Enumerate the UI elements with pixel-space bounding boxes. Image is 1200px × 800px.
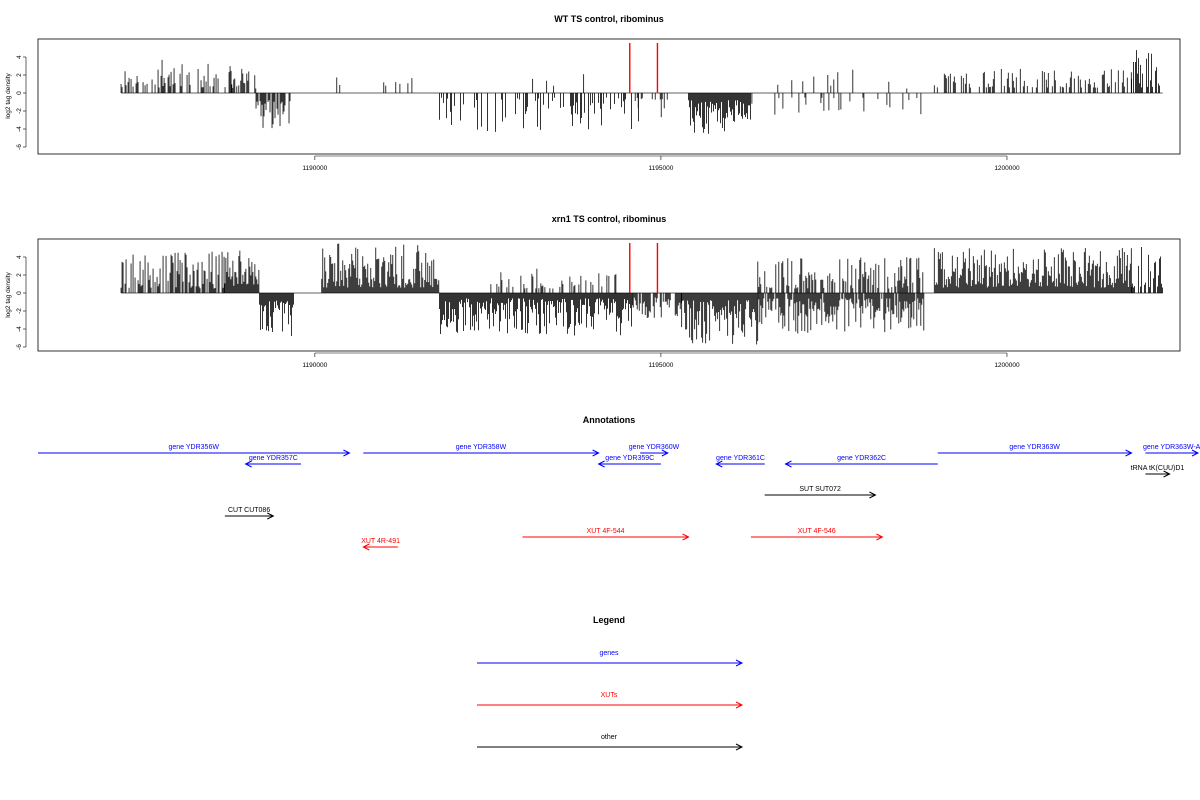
chart-title-xrn1: xrn1 TS control, ribominus <box>552 214 667 224</box>
annotation-gene: gene YDR360W <box>629 444 680 457</box>
annotation-gene: gene YDR359C <box>597 455 661 468</box>
x-tick-label: 1190000 <box>302 362 327 369</box>
annotation-xut: XUT 4R-491 <box>361 538 400 551</box>
legend-item-gene: genes <box>477 650 744 667</box>
x-tick-label: 1195000 <box>648 362 673 369</box>
y-tick-label: -2 <box>16 308 23 314</box>
markers-wt <box>629 43 659 93</box>
y-axis-wt: -6 -4 -2 0 2 4 <box>16 55 27 150</box>
y-tick-label: 4 <box>16 55 23 59</box>
x-tick-label: 1195000 <box>648 165 673 172</box>
legend-item-xut: XUTs <box>477 692 744 709</box>
bars-wt <box>120 50 1163 134</box>
annotation-xut: XUT 4F-544 <box>522 528 690 541</box>
arrowhead-icon <box>1125 449 1133 457</box>
arrowhead-icon <box>735 659 744 667</box>
y-tick-label: 2 <box>16 73 23 77</box>
arrowhead-icon <box>343 449 351 457</box>
y-tick-label: 2 <box>16 273 23 277</box>
legend-panel: Legend genes XUTs other <box>477 615 744 751</box>
annotation-label: XUT 4F-546 <box>798 528 836 535</box>
bars-xrn1 <box>120 243 1163 345</box>
legend-label: XUTs <box>601 692 618 699</box>
annotation-label: gene YDR357C <box>249 455 298 462</box>
annotation-xut: XUT 4F-546 <box>750 528 884 541</box>
arrowhead-icon <box>715 460 723 468</box>
annotation-label: gene YDR363W <box>1009 444 1060 451</box>
annotation-label: gene YDR356W <box>168 444 219 451</box>
annotation-other: SUT SUT072 <box>764 486 877 499</box>
y-tick-label: -6 <box>16 144 23 150</box>
annotation-gene: gene YDR358W <box>363 444 600 457</box>
y-tick-label: 4 <box>16 255 23 259</box>
y-tick-label: -2 <box>16 108 23 114</box>
arrowhead-icon <box>682 533 690 541</box>
arrowhead-icon <box>735 743 744 751</box>
annotation-label: tRNA tK(CUU)D1 <box>1131 465 1185 472</box>
annotation-label: XUT 4F-544 <box>587 528 625 535</box>
annotation-other: tRNA tK(CUU)D1 <box>1131 465 1185 478</box>
arrowhead-icon <box>267 512 275 520</box>
chart-title-wt: WT TS control, ribominus <box>554 14 664 24</box>
x-tick-label: 1190000 <box>302 165 327 172</box>
annotation-label: gene YDR360W <box>629 444 680 451</box>
annotation-label: gene YDR358W <box>456 444 507 451</box>
y-tick-label: 0 <box>16 291 23 295</box>
annotations-title: Annotations <box>583 415 636 425</box>
chart-panel-xrn1: xrn1 TS control, ribominus log2 tag dens… <box>5 214 1181 369</box>
annotation-label: gene YDR361C <box>716 455 765 462</box>
y-tick-label: 0 <box>16 91 23 95</box>
arrowhead-icon <box>244 460 252 468</box>
y-tick-label: -4 <box>16 126 23 132</box>
arrowhead-icon <box>735 701 744 709</box>
markers-xrn1 <box>629 243 659 293</box>
legend-title: Legend <box>593 615 625 625</box>
arrowhead-icon <box>597 460 605 468</box>
annotation-tracks: gene YDR356W gene YDR357C gene YDR358W gene… <box>38 444 1200 551</box>
annotation-gene: gene YDR361C <box>715 455 765 468</box>
annotation-other: CUT CUT086 <box>224 507 275 520</box>
arrowhead-icon <box>876 533 884 541</box>
plot-frame-xrn1 <box>37 238 1181 352</box>
annotation-label: gene YDR363W-A <box>1143 444 1200 451</box>
x-tick-label: 1200000 <box>994 362 1020 369</box>
x-tick-label: 1200000 <box>994 165 1020 172</box>
legend-label: other <box>601 734 618 741</box>
arrowhead-icon <box>1191 449 1200 457</box>
legend-items: genes XUTs other <box>477 650 744 751</box>
x-axis-xrn1: 1190000 1195000 1200000 <box>302 352 1020 369</box>
chart-panel-wt: WT TS control, ribominus log2 tag densit… <box>5 14 1181 172</box>
arrowhead-icon <box>1163 470 1171 478</box>
arrowhead-icon <box>869 491 877 499</box>
legend-label: genes <box>599 650 619 657</box>
annotation-label: gene YDR359C <box>605 455 654 462</box>
annotation-gene: gene YDR357C <box>244 455 302 468</box>
ylabel-wt: log2 tag density <box>5 72 12 118</box>
annotation-label: CUT CUT086 <box>228 507 270 514</box>
annotation-gene: gene YDR363W <box>937 444 1133 457</box>
arrowhead-icon <box>592 449 600 457</box>
annotation-gene: gene YDR362C <box>784 455 938 468</box>
y-tick-label: -4 <box>16 326 23 332</box>
legend-item-other: other <box>477 734 744 751</box>
ylabel-xrn1: log2 tag density <box>5 271 12 317</box>
y-axis-xrn1: -6 -4 -2 0 2 4 <box>16 255 27 350</box>
y-tick-label: -6 <box>16 344 23 350</box>
annotation-gene: gene YDR363W-A <box>1143 444 1200 457</box>
plot-frame-wt <box>37 38 1181 155</box>
annotation-label: gene YDR362C <box>837 455 886 462</box>
arrowhead-icon <box>362 543 370 551</box>
x-axis-wt: 1190000 1195000 1200000 <box>302 155 1020 172</box>
annotation-gene: gene YDR356W <box>38 444 351 457</box>
annotation-label: SUT SUT072 <box>799 486 841 493</box>
arrowhead-icon <box>661 449 669 457</box>
arrowhead-icon <box>784 460 792 468</box>
annotation-label: XUT 4R-491 <box>361 538 400 545</box>
